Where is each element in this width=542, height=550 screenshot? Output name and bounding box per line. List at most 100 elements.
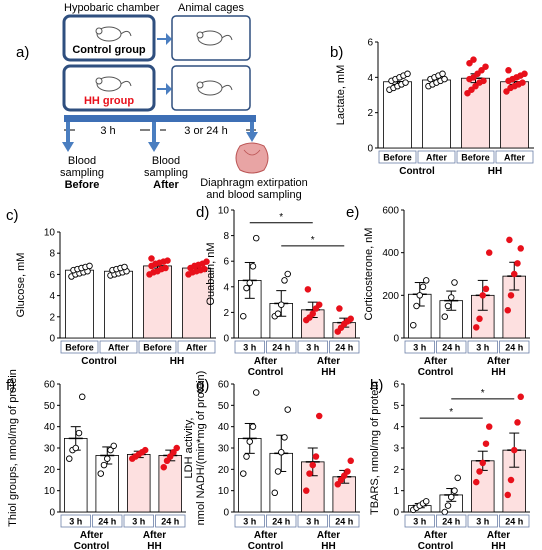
group-label: Control [81, 356, 117, 367]
data-point [72, 444, 79, 452]
rat-icon [196, 30, 233, 46]
category-box [138, 340, 177, 354]
group-label: Control [399, 166, 435, 177]
category-box [234, 514, 265, 528]
y-tick-label: 30 [44, 444, 56, 455]
data-point [482, 285, 490, 293]
diaphragm-icon [235, 142, 269, 174]
extirpation-line1: Diaphragm extirpation [200, 177, 308, 189]
data-point [306, 470, 313, 477]
bar [143, 265, 172, 339]
data-point [504, 307, 512, 314]
category-box [266, 340, 297, 354]
y-tick-label: 6 [393, 380, 399, 391]
data-point [476, 315, 483, 323]
y-tick-label: 5 [393, 401, 399, 412]
data-point [347, 315, 354, 323]
data-point [243, 284, 250, 292]
data-point [521, 70, 528, 78]
category-box [378, 150, 417, 164]
y-tick-label: 400 [382, 248, 399, 259]
data-point [451, 487, 458, 494]
group-label: HH [321, 541, 335, 550]
data-point [468, 86, 475, 93]
y-tick-label: 4 [393, 422, 399, 433]
y-tick-label: 0 [49, 334, 55, 345]
data-point [278, 301, 285, 308]
category-box [297, 514, 328, 528]
data-point [100, 461, 108, 469]
data-point [503, 88, 510, 95]
data-point [480, 77, 487, 85]
panel-label-a: a) [16, 44, 29, 61]
data-point [464, 89, 471, 97]
data-point [341, 472, 348, 479]
y-tick-label: 10 [218, 486, 230, 497]
y-tick-label: 40 [218, 422, 230, 433]
y-tick-label: 20 [218, 465, 230, 476]
y-tick-label: 6 [223, 257, 229, 268]
y-tick-label: 0 [393, 334, 399, 345]
data-point [284, 270, 291, 278]
category-box [60, 340, 99, 354]
data-point [416, 292, 424, 299]
data-point [344, 468, 351, 475]
sampling-before-line1: Blood [68, 155, 96, 167]
group-label: After [254, 356, 277, 367]
x-tick-label: Before [461, 153, 490, 163]
data-point [444, 502, 452, 509]
data-point [160, 463, 168, 471]
data-point [337, 476, 345, 484]
data-point [404, 70, 411, 78]
data-point [470, 56, 477, 63]
chart-panel-f: f)Thiol groups, nmol/mg of protein 0 10 20 3… [6, 369, 186, 550]
category-box [297, 340, 328, 354]
data-point [506, 236, 513, 244]
rat-icon [95, 76, 132, 92]
panel-label-c: c) [6, 207, 19, 224]
chart-panel-e: e) Corticosterone, nM 0 200 400 600 3 h 24 h 3 h… [346, 204, 530, 378]
timeline-bar [64, 115, 256, 122]
y-tick-label: 8 [49, 249, 55, 260]
hh-group-label: HH group [84, 95, 134, 107]
data-point [243, 453, 250, 460]
x-tick-label: 24 h [335, 343, 353, 353]
data-point [441, 313, 449, 320]
y-tick-label: 8 [223, 231, 229, 242]
data-point [252, 389, 260, 396]
data-point [303, 487, 310, 494]
time-label-3-or-24h: 3 or 24 h [184, 125, 227, 137]
group-label: Control [418, 541, 454, 550]
data-point [162, 264, 169, 272]
y-tick-label: 6 [367, 38, 373, 49]
data-point [485, 423, 493, 430]
data-point [170, 449, 177, 456]
data-point [148, 255, 155, 262]
y-tick-label: 2 [393, 465, 399, 476]
panel-label-b: b) [330, 44, 343, 61]
x-tick-label: 3 h [306, 517, 319, 527]
data-point [517, 393, 524, 401]
y-tick-label: 2 [367, 108, 373, 119]
bar [65, 269, 94, 339]
significance-label: * [481, 388, 485, 399]
x-tick-label: Before [383, 153, 412, 163]
data-point [103, 455, 111, 462]
data-point [173, 444, 180, 452]
data-point [66, 455, 73, 462]
category-box [467, 514, 498, 528]
data-point [121, 263, 128, 271]
data-point [478, 67, 485, 74]
data-point [203, 258, 210, 265]
data-point [281, 434, 288, 441]
y-tick-label: 30 [218, 444, 230, 455]
sampling-after-line2: sampling [144, 167, 188, 179]
y-tick-label: 0 [49, 508, 55, 519]
data-point [271, 489, 279, 497]
data-point [274, 468, 282, 475]
category-box [266, 514, 297, 528]
arrow-down-icon [148, 122, 160, 152]
group-label: Control [418, 367, 454, 378]
control-group-label: Control group [72, 44, 146, 56]
